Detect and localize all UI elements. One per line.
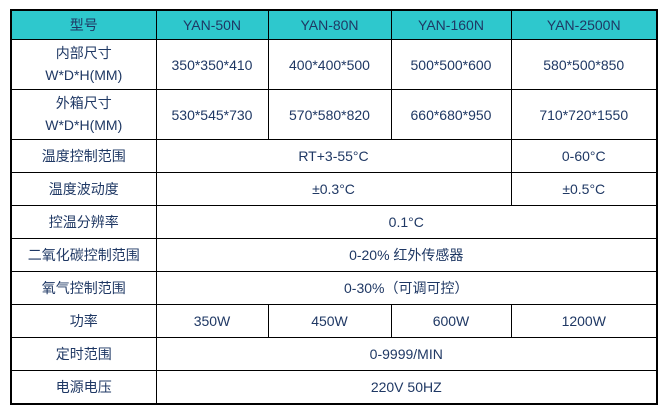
table-cell: ±0.3°C bbox=[155, 172, 512, 206]
row-inner-size: 内部尺寸 W*D*H(MM) 350*350*410 400*400*500 5… bbox=[10, 39, 658, 90]
table-cell: 710*720*1550 bbox=[510, 89, 658, 140]
row-label: 二氧化碳控制范围 bbox=[10, 238, 157, 272]
row-o2-control-range: 氧气控制范围 0-30%（可调可控） bbox=[10, 271, 658, 305]
spec-table: 型号 YAN-50N YAN-80N YAN-160N YAN-2500N 内部… bbox=[10, 9, 658, 405]
row-power: 功率 350W 450W 600W 1200W bbox=[10, 304, 658, 338]
table-cell: 220V 50HZ bbox=[155, 370, 658, 405]
row-co2-control-range: 二氧化碳控制范围 0-20% 红外传感器 bbox=[10, 238, 658, 272]
table-cell: 400*400*500 bbox=[267, 39, 392, 90]
row-label: 内部尺寸 W*D*H(MM) bbox=[10, 39, 157, 90]
row-supply-voltage: 电源电压 220V 50HZ bbox=[10, 370, 658, 405]
table-cell: 350*350*410 bbox=[155, 39, 269, 90]
row-outer-size: 外箱尺寸 W*D*H(MM) 530*545*730 570*580*820 6… bbox=[10, 89, 658, 140]
row-label-line1: 内部尺寸 bbox=[55, 44, 112, 61]
table-cell: 0-9999/MIN bbox=[155, 337, 658, 371]
table-cell: 350W bbox=[155, 304, 269, 338]
row-label: 定时范围 bbox=[10, 337, 157, 371]
row-label: 功率 bbox=[10, 304, 157, 338]
table-cell: 500*500*600 bbox=[390, 39, 512, 90]
table-cell: 530*545*730 bbox=[155, 89, 269, 140]
table-cell: 660*680*950 bbox=[390, 89, 512, 140]
table-cell: 570*580*820 bbox=[267, 89, 392, 140]
row-temp-fluctuation: 温度波动度 ±0.3°C ±0.5°C bbox=[10, 172, 658, 206]
table-cell: 600W bbox=[390, 304, 512, 338]
table-cell: 450W bbox=[267, 304, 392, 338]
table-cell: 0-20% 红外传感器 bbox=[155, 238, 658, 272]
header-yan-50n: YAN-50N bbox=[155, 9, 269, 40]
row-label: 氧气控制范围 bbox=[10, 271, 157, 305]
row-label: 温度波动度 bbox=[10, 172, 157, 206]
header-yan-2500n: YAN-2500N bbox=[510, 9, 658, 40]
table-cell: 0.1°C bbox=[155, 205, 658, 239]
header-yan-160n: YAN-160N bbox=[390, 9, 512, 40]
table-cell: 580*500*850 bbox=[510, 39, 658, 90]
header-model: 型号 bbox=[10, 9, 157, 40]
row-temp-resolution: 控温分辨率 0.1°C bbox=[10, 205, 658, 239]
table-cell: ±0.5°C bbox=[510, 172, 658, 206]
row-temp-control-range: 温度控制范围 RT+3-55°C 0-60°C bbox=[10, 139, 658, 173]
header-row: 型号 YAN-50N YAN-80N YAN-160N YAN-2500N bbox=[10, 9, 658, 40]
table-cell: RT+3-55°C bbox=[155, 139, 512, 173]
row-label: 温度控制范围 bbox=[10, 139, 157, 173]
table-cell: 0-30%（可调可控） bbox=[155, 271, 658, 305]
row-label-line2: W*D*H(MM) bbox=[45, 66, 123, 83]
row-label: 外箱尺寸 W*D*H(MM) bbox=[10, 89, 157, 140]
row-label-line2: W*D*H(MM) bbox=[45, 116, 123, 133]
table-cell: 1200W bbox=[510, 304, 658, 338]
header-yan-80n: YAN-80N bbox=[267, 9, 392, 40]
row-label-line1: 外箱尺寸 bbox=[55, 94, 112, 111]
row-timer-range: 定时范围 0-9999/MIN bbox=[10, 337, 658, 371]
row-label: 电源电压 bbox=[10, 370, 157, 405]
table-cell: 0-60°C bbox=[510, 139, 658, 173]
row-label: 控温分辨率 bbox=[10, 205, 157, 239]
